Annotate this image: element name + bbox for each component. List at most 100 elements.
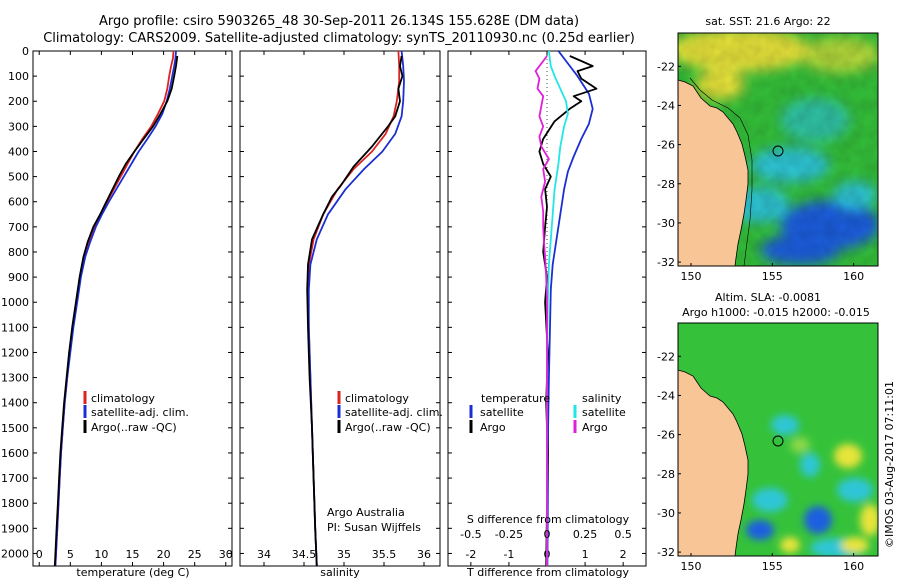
sla-map-frame: [677, 322, 879, 557]
depth-tick-label: 0: [22, 45, 29, 58]
salinity-x-ticks: 34 34.5 35 35.5 36: [257, 51, 431, 566]
coastline-land: [678, 369, 749, 556]
legend-label-argo: Argo(..raw -QC): [345, 421, 431, 434]
x-tick-label: 2: [620, 548, 627, 561]
s-tick-label: 0.5: [614, 528, 632, 541]
map-y-tick-label: -32: [657, 256, 675, 269]
map-y-tick-label: -28: [657, 178, 675, 191]
series-line-satellite-adj-clim-: [307, 51, 405, 566]
sst-map-frame: [677, 32, 879, 267]
map-x-tick-label: 160: [843, 560, 864, 573]
depth-tick-label: 600: [8, 196, 29, 209]
x-tick-label: 34: [257, 548, 271, 561]
depth-tick-label: 1100: [1, 321, 29, 334]
temperature-profiles: [53, 51, 179, 566]
imos-watermark: ©IMOS 03-Aug-2017 07:11:01: [883, 381, 896, 548]
depth-tick-label: 1000: [1, 296, 29, 309]
x-tick-label: 36: [417, 548, 431, 561]
sla-map: [678, 323, 878, 556]
x-tick-label: 25: [188, 548, 202, 561]
legend-label-t-satellite: satellite: [480, 406, 524, 419]
s-tick-label: -0.25: [495, 528, 523, 541]
salinity-profiles: [306, 51, 405, 566]
depth-tick-label: 400: [8, 145, 29, 158]
x-tick-label: -1: [503, 548, 514, 561]
isobath: [689, 77, 753, 266]
x-tick-label: -2: [465, 548, 476, 561]
map-x-tick-label: 160: [843, 270, 864, 283]
temperature-x-ticks: 0 5 10 15 20 25 30: [36, 51, 233, 566]
depth-tick-label: 100: [8, 70, 29, 83]
map-y-tick-label: -22: [657, 350, 675, 363]
legend-label-satellite: satellite-adj. clim.: [91, 406, 189, 419]
map-y-tick-label: -24: [657, 389, 675, 402]
s-tick-label: 0: [544, 528, 551, 541]
map-x-tick-label: 150: [681, 270, 702, 283]
sst-map-title: sat. SST: 21.6 Argo: 22: [705, 15, 830, 28]
map-y-tick-label: -30: [657, 217, 675, 230]
temperature-xlabel: temperature (deg C): [76, 566, 189, 579]
s-tick-label: -0.5: [460, 528, 481, 541]
x-tick-label: 35: [337, 548, 351, 561]
credit-line2: PI: Susan Wijffels: [327, 521, 421, 534]
difference-xlabel: T difference from climatology: [466, 566, 629, 579]
series-line-climatology: [54, 51, 175, 566]
temperature-legend: climatology satellite-adj. clim. Argo(..…: [83, 391, 189, 434]
figure-title-line1: Argo profile: csiro 5903265_48 30-Sep-20…: [99, 14, 579, 29]
argo-position-marker: [772, 435, 784, 447]
x-tick-label: 5: [67, 548, 74, 561]
legend-label-argo: Argo(..raw -QC): [91, 421, 177, 434]
argo-position-marker: [772, 145, 784, 157]
salinity-difference-ticks: -0.5 -0.25 0 0.25 0.5: [460, 528, 632, 541]
map-y-tick-label: -26: [657, 139, 675, 152]
depth-tick-label: 500: [8, 171, 29, 184]
legend-label-satellite: satellite-adj. clim.: [345, 406, 443, 419]
sst-map: [678, 33, 878, 266]
series-line-satellite-adj-clim-: [54, 51, 177, 566]
depth-axis: 0100200300400500600700800900100011001200…: [1, 45, 646, 560]
salinity-panel-frame: [239, 50, 441, 567]
depth-tick-label: 2000: [1, 547, 29, 560]
map-x-tick-label: 155: [762, 560, 783, 573]
map-y-tick-label: -30: [657, 507, 675, 520]
depth-tick-label: 1900: [1, 522, 29, 535]
series-line-s-argo: [534, 55, 550, 566]
series-line-argo-raw-qc-: [53, 55, 179, 566]
x-tick-label: 15: [126, 548, 140, 561]
sst-map-ticks: 150 155 160 -22 -24 -26 -28 -30 -32: [657, 60, 864, 283]
depth-tick-label: 900: [8, 271, 29, 284]
figure-title-line2: Climatology: CARS2009. Satellite-adjuste…: [43, 31, 635, 46]
series-line-t-satellite: [546, 51, 594, 566]
x-tick-label: 35.5: [372, 548, 397, 561]
sla-map-ticks: 150 155 160 -22 -24 -26 -28 -30 -32: [657, 350, 864, 573]
map-x-tick-label: 150: [681, 560, 702, 573]
s-tick-label: 0.25: [573, 528, 598, 541]
coastline-land: [678, 79, 749, 266]
x-tick-label: 1: [582, 548, 589, 561]
series-line-argo-raw-qc-: [306, 55, 404, 566]
depth-tick-label: 700: [8, 221, 29, 234]
salinity-legend: climatology satellite-adj. clim. Argo(..…: [337, 391, 443, 434]
temperature-panel-frame: [32, 50, 233, 567]
x-tick-label: 20: [157, 548, 171, 561]
depth-tick-label: 200: [8, 95, 29, 108]
legend-label-s-argo: Argo: [582, 421, 608, 434]
depth-tick-label: 1300: [1, 372, 29, 385]
depth-tick-label: 1200: [1, 346, 29, 359]
difference-legend: temperature salinity satellite Argo sate…: [469, 392, 626, 434]
map-y-tick-label: -22: [657, 60, 675, 73]
map-x-tick-label: 155: [762, 270, 783, 283]
difference-xlabel-top: S difference from climatology: [467, 513, 630, 526]
salinity-xlabel: salinity: [320, 566, 360, 579]
map-y-tick-label: -24: [657, 99, 675, 112]
depth-tick-label: 800: [8, 246, 29, 259]
sla-map-title-line1: Altim. SLA: -0.0081: [715, 291, 821, 304]
legend-label-climatology: climatology: [91, 392, 155, 405]
legend-title-salinity: salinity: [582, 392, 622, 405]
credit-line1: Argo Australia: [327, 506, 405, 519]
depth-tick-label: 1800: [1, 497, 29, 510]
map-y-tick-label: -28: [657, 468, 675, 481]
depth-tick-label: 1600: [1, 447, 29, 460]
x-tick-label: 34.5: [292, 548, 317, 561]
